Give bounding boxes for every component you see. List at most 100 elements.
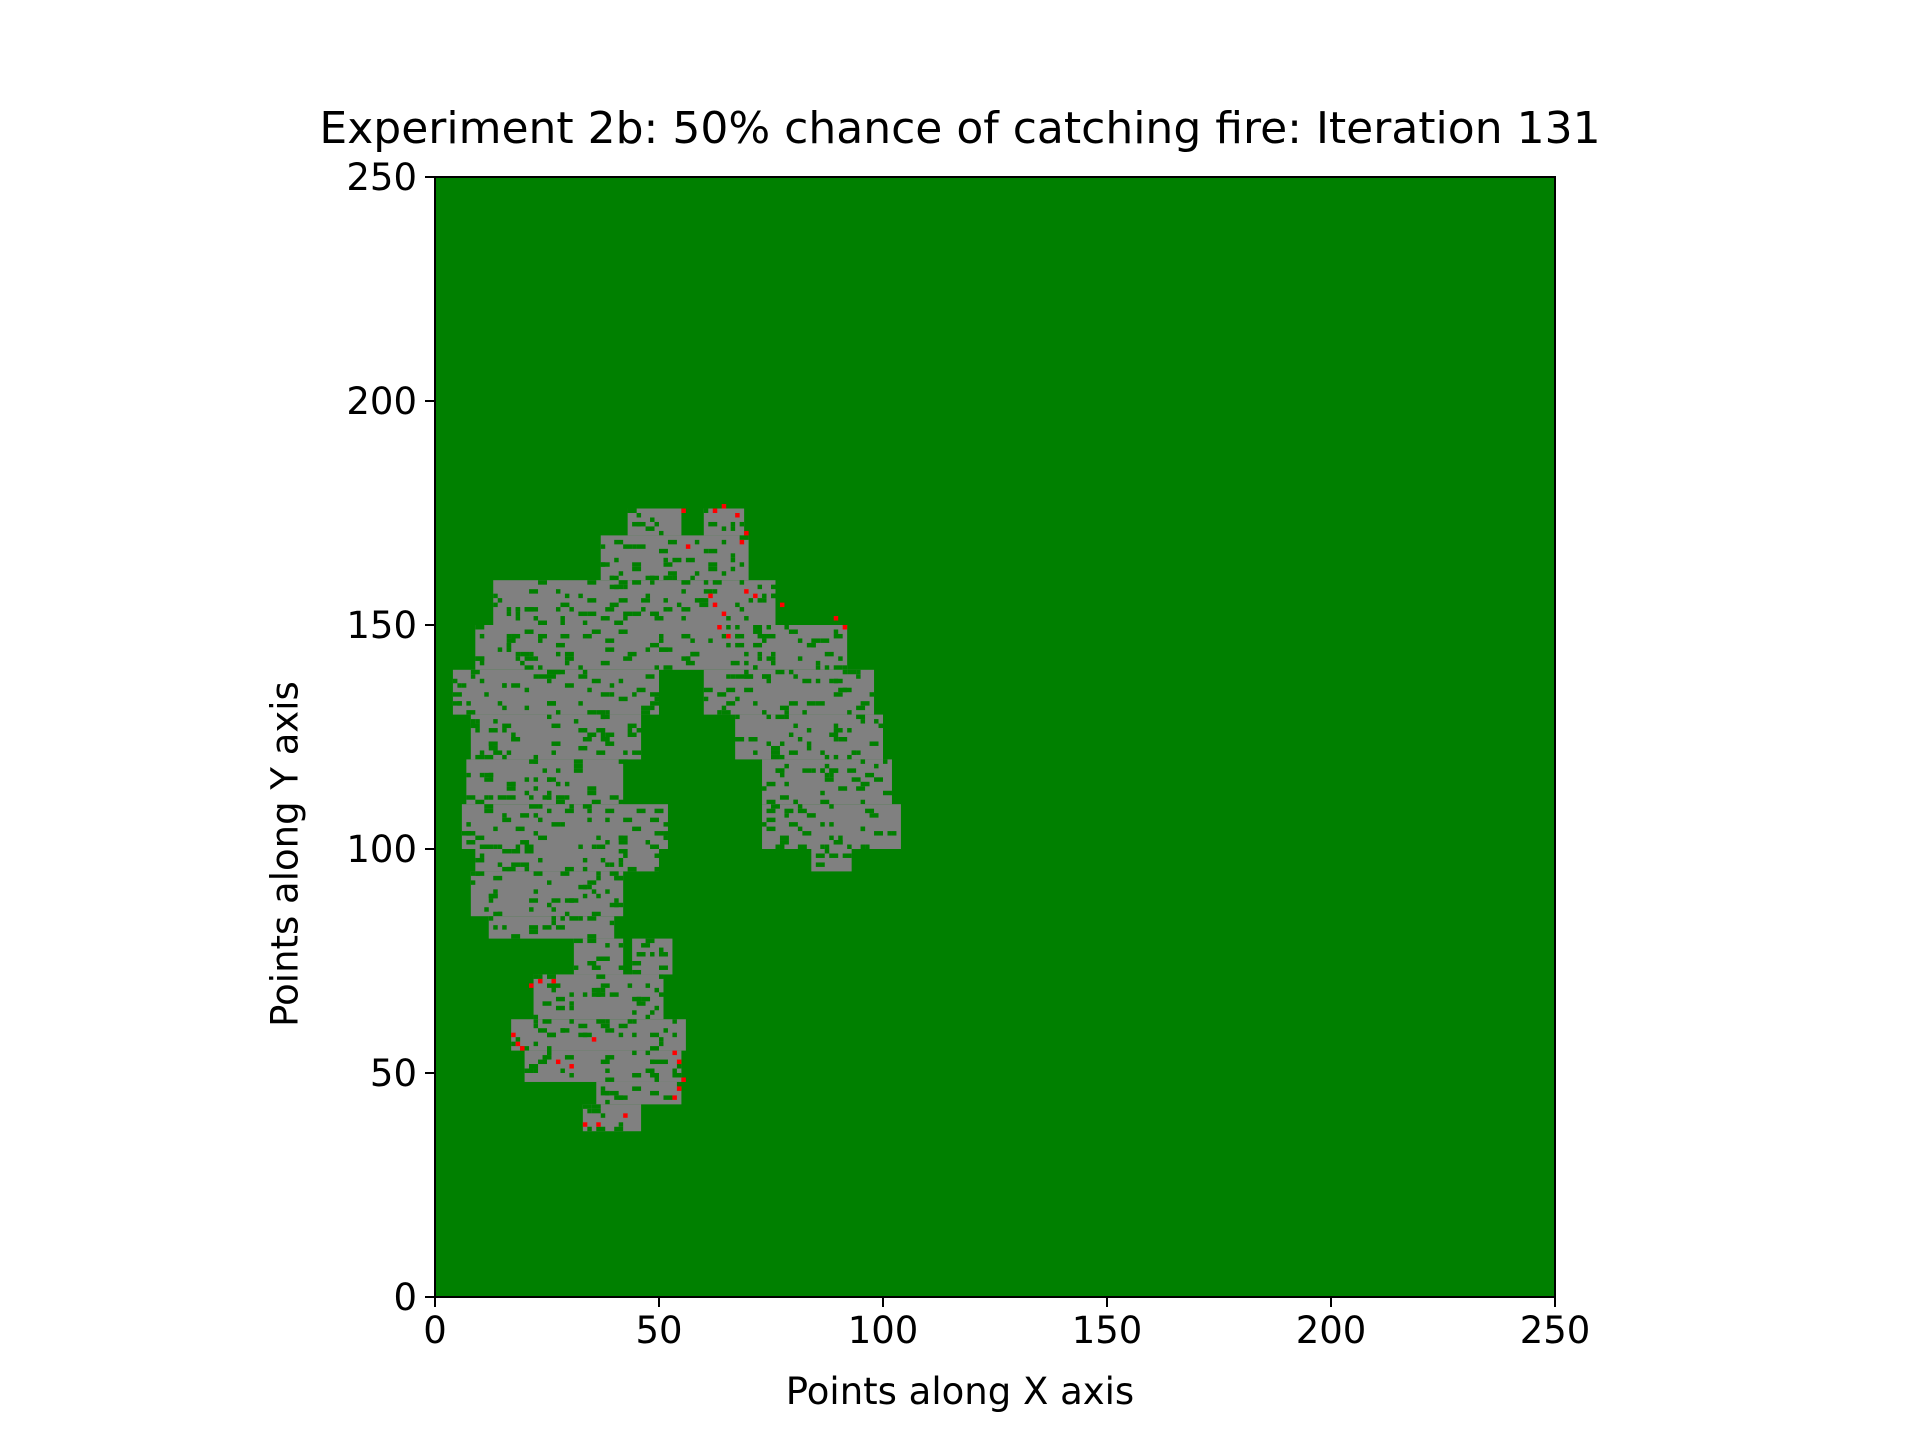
unburnt-cell (676, 1081, 686, 1087)
unburnt-cell (475, 728, 480, 733)
unburnt-cell (582, 620, 588, 625)
unburnt-cell (529, 1064, 534, 1069)
unburnt-cell (533, 1068, 539, 1073)
unburnt-cell (479, 633, 485, 639)
unburnt-cell (547, 777, 552, 782)
unburnt-cell (650, 517, 655, 522)
unburnt-cell (847, 754, 852, 760)
unburnt-cell (766, 781, 776, 787)
unburnt-cell (497, 844, 503, 849)
unburnt-cell (470, 880, 476, 885)
unburnt-cell (708, 548, 718, 554)
unburnt-cell (569, 1019, 574, 1024)
unburnt-cell (672, 557, 682, 563)
unburnt-cell (703, 696, 709, 702)
unburnt-cell (788, 701, 798, 706)
unburnt-cell (623, 616, 628, 621)
unburnt-cell (452, 701, 462, 706)
unburnt-cell (847, 768, 857, 773)
unburnt-cell (614, 1126, 624, 1132)
unburnt-cell (502, 683, 507, 688)
unburnt-cell (587, 598, 597, 603)
unburnt-cell (636, 728, 646, 733)
unburnt-cell (502, 754, 507, 760)
unburnt-cell (618, 799, 628, 805)
unburnt-cell (547, 1050, 552, 1056)
unburnt-cell (618, 840, 628, 845)
unburnt-cell (650, 705, 655, 711)
unburnt-cell (838, 656, 843, 661)
unburnt-cell (632, 969, 642, 975)
unburnt-cell (493, 602, 498, 608)
unburnt-cell (842, 687, 852, 693)
unburnt-cell (632, 566, 642, 572)
unburnt-cell (529, 804, 539, 809)
unburnt-cell (771, 593, 776, 599)
unburnt-cell (538, 580, 547, 585)
unburnt-cell (555, 642, 565, 648)
unburnt-cell (479, 853, 485, 858)
unburnt-cell (596, 992, 606, 997)
unburnt-cell (775, 768, 785, 773)
unburnt-cell (609, 602, 619, 608)
unburnt-cell (636, 1001, 646, 1006)
unburnt-cell (739, 535, 749, 540)
unburnt-cell (874, 777, 883, 782)
unburnt-cell (618, 1032, 624, 1038)
unburnt-cell (650, 1090, 659, 1096)
unburnt-cell (721, 526, 727, 531)
unburnt-cell (753, 629, 763, 634)
unburnt-cell (632, 544, 637, 549)
unburnt-cell (829, 772, 834, 778)
unburnt-cell (730, 521, 736, 527)
unburnt-cell (466, 772, 471, 778)
unburnt-cell (578, 728, 588, 733)
unburnt-cell (659, 638, 664, 643)
unburnt-cell (824, 665, 830, 670)
unburnt-cell (806, 813, 816, 818)
unburnt-cell (717, 710, 722, 715)
unburnt-cell (529, 925, 539, 930)
unburnt-cell (793, 674, 798, 679)
unburnt-cell (560, 822, 565, 827)
unburnt-cell (596, 750, 606, 755)
unburnt-cell (538, 804, 543, 809)
unburnt-cell (614, 875, 624, 881)
unburnt-cell (502, 728, 507, 733)
unburnt-cell (797, 844, 807, 849)
unburnt-cell (788, 629, 798, 634)
unburnt-cell (650, 1059, 659, 1065)
unburnt-cell (484, 804, 494, 809)
burnt-region (703, 508, 745, 536)
unburnt-cell (721, 633, 727, 639)
unburnt-cell (515, 1037, 521, 1042)
unburnt-cell (690, 575, 695, 581)
unburnt-cell (614, 620, 624, 625)
unburnt-cell (466, 840, 476, 845)
unburnt-cell (605, 607, 615, 612)
unburnt-cell (636, 544, 646, 549)
unburnt-cell (591, 844, 597, 849)
unburnt-cell (730, 566, 736, 572)
unburnt-cell (600, 1113, 606, 1118)
unburnt-cell (806, 745, 812, 751)
unburnt-cell (860, 799, 866, 805)
unburnt-cell (847, 669, 857, 675)
unburnt-cell (578, 593, 583, 599)
unburnt-cell (627, 723, 637, 729)
unburnt-cell (721, 705, 727, 711)
unburnt-cell (538, 1059, 547, 1065)
unburnt-cell (515, 616, 521, 621)
unburnt-cell (891, 831, 897, 836)
unburnt-cell (542, 768, 547, 773)
burning-cell (753, 593, 758, 599)
unburnt-cell (524, 866, 530, 872)
unburnt-cell (685, 656, 691, 661)
unburnt-cell (650, 580, 655, 585)
unburnt-cell (618, 629, 628, 634)
unburnt-cell (493, 750, 503, 755)
unburnt-cell (672, 1032, 677, 1038)
unburnt-cell (605, 840, 610, 845)
burning-cell (681, 1077, 686, 1082)
unburnt-cell (659, 1059, 668, 1065)
